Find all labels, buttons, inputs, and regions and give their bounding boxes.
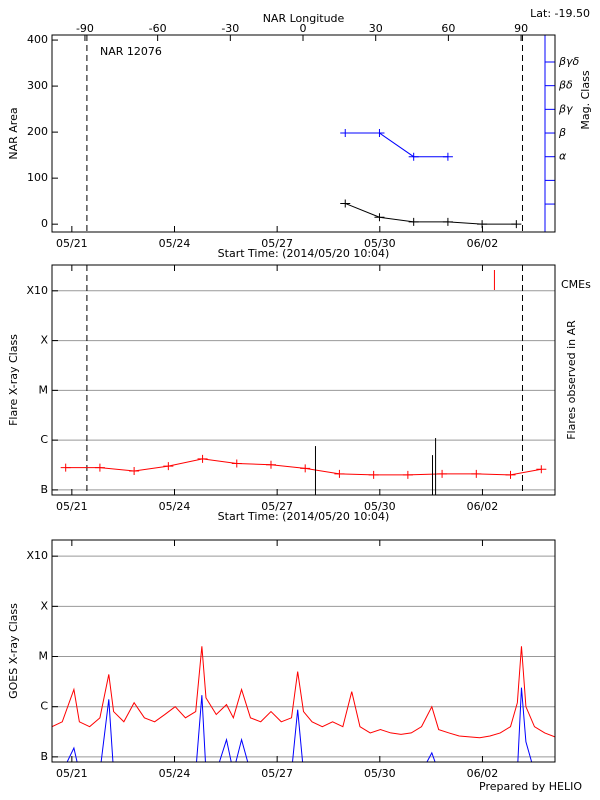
y-tick-label: B — [40, 750, 48, 763]
x2-tick-label: -30 — [221, 22, 239, 35]
y-axis-label: GOES X-ray Class — [7, 603, 20, 699]
legend-label: CMEs — [561, 278, 591, 291]
point-marker — [511, 220, 522, 229]
x-tick-label: 05/27 — [261, 500, 293, 513]
x-tick-label: 05/30 — [364, 237, 396, 250]
y-axis-label: NAR Area — [7, 107, 20, 159]
point-marker — [231, 459, 242, 468]
x-tick-label: 06/02 — [467, 767, 499, 780]
y-tick-label: M — [39, 650, 49, 663]
point-marker — [197, 454, 208, 463]
y-tick-label: X10 — [26, 284, 48, 297]
x2-axis-label: NAR Longitude — [263, 12, 345, 25]
plot-area — [60, 270, 547, 495]
y2-axis-label: Flares observed in AR — [565, 320, 578, 440]
y2-axis-label: Mag. Class — [579, 70, 592, 129]
y-tick-label: X — [40, 334, 48, 347]
plot-area — [340, 129, 522, 229]
y-axis-label: Flare X-ray Class — [7, 334, 20, 426]
x-tick-label: 05/27 — [261, 767, 293, 780]
x-tick-label: 05/24 — [159, 237, 191, 250]
point-marker — [340, 199, 351, 208]
y-tick-label: C — [40, 433, 48, 446]
x2-tick-label: 60 — [441, 22, 455, 35]
plot-frame — [51, 34, 556, 233]
y-tick-label: B — [40, 483, 48, 496]
x-tick-label: 05/30 — [364, 500, 396, 513]
y2-tick-label: βγδ — [558, 55, 580, 68]
x-tick-label: 06/02 — [467, 237, 499, 250]
y-tick-label: 0 — [41, 217, 48, 230]
x2-tick-label: 0 — [300, 22, 307, 35]
x-tick-label: 05/21 — [56, 500, 88, 513]
plot-area — [52, 646, 555, 762]
x-tick-label: 05/24 — [159, 500, 191, 513]
x2-tick-label: -90 — [76, 22, 94, 35]
point-marker — [402, 470, 413, 479]
point-marker — [129, 466, 140, 475]
y-tick-label: 100 — [27, 171, 48, 184]
point-marker — [408, 152, 419, 161]
annotation: Lat: -19.50 — [530, 7, 590, 20]
series-line — [345, 132, 448, 158]
point-marker — [536, 465, 547, 474]
series-line — [345, 202, 517, 225]
point-marker — [368, 470, 379, 479]
x-tick-label: 05/21 — [56, 237, 88, 250]
point-marker — [340, 129, 351, 138]
y-tick-label: M — [39, 383, 49, 396]
point-marker — [163, 462, 174, 471]
x-tick-label: 06/02 — [467, 500, 499, 513]
point-marker — [442, 152, 453, 161]
y2-tick-label: βδ — [558, 79, 573, 92]
series-line — [66, 687, 533, 762]
plot-frame — [51, 539, 556, 763]
point-marker — [505, 470, 516, 479]
point-marker — [374, 213, 385, 222]
y-tick-label: X10 — [26, 549, 48, 562]
y-tick-label: 200 — [27, 125, 48, 138]
x2-tick-label: 30 — [369, 22, 383, 35]
x-tick-label: 05/30 — [364, 767, 396, 780]
panel-title: NAR 12076 — [100, 45, 162, 58]
point-marker — [300, 464, 311, 473]
x-axis-label: Start Time: (2014/05/20 10:04) — [218, 510, 390, 523]
y-tick-label: 300 — [27, 79, 48, 92]
point-marker — [334, 469, 345, 478]
x-tick-label: 05/27 — [261, 237, 293, 250]
annotation: Prepared by HELIO — [479, 780, 582, 793]
x-tick-label: 05/21 — [56, 767, 88, 780]
y-tick-label: C — [40, 700, 48, 713]
y2-tick-label: β — [558, 126, 566, 139]
y-tick-label: 400 — [27, 33, 48, 46]
point-marker — [265, 460, 276, 469]
plot-frame — [51, 264, 556, 496]
point-marker — [437, 469, 448, 478]
point-marker — [477, 220, 488, 229]
point-marker — [94, 463, 105, 472]
x-tick-label: 05/24 — [159, 767, 191, 780]
x2-tick-label: 90 — [514, 22, 528, 35]
point-marker — [60, 463, 71, 472]
point-marker — [442, 217, 453, 226]
series-line — [52, 646, 555, 739]
point-marker — [374, 129, 385, 138]
y2-tick-label: α — [559, 150, 567, 163]
point-marker — [471, 469, 482, 478]
x-axis-label: Start Time: (2014/05/20 10:04) — [218, 247, 390, 260]
y2-tick-label: βγ — [558, 102, 573, 115]
x2-tick-label: -60 — [149, 22, 167, 35]
y-tick-label: X — [40, 599, 48, 612]
series-line — [65, 458, 542, 476]
point-marker — [408, 217, 419, 226]
